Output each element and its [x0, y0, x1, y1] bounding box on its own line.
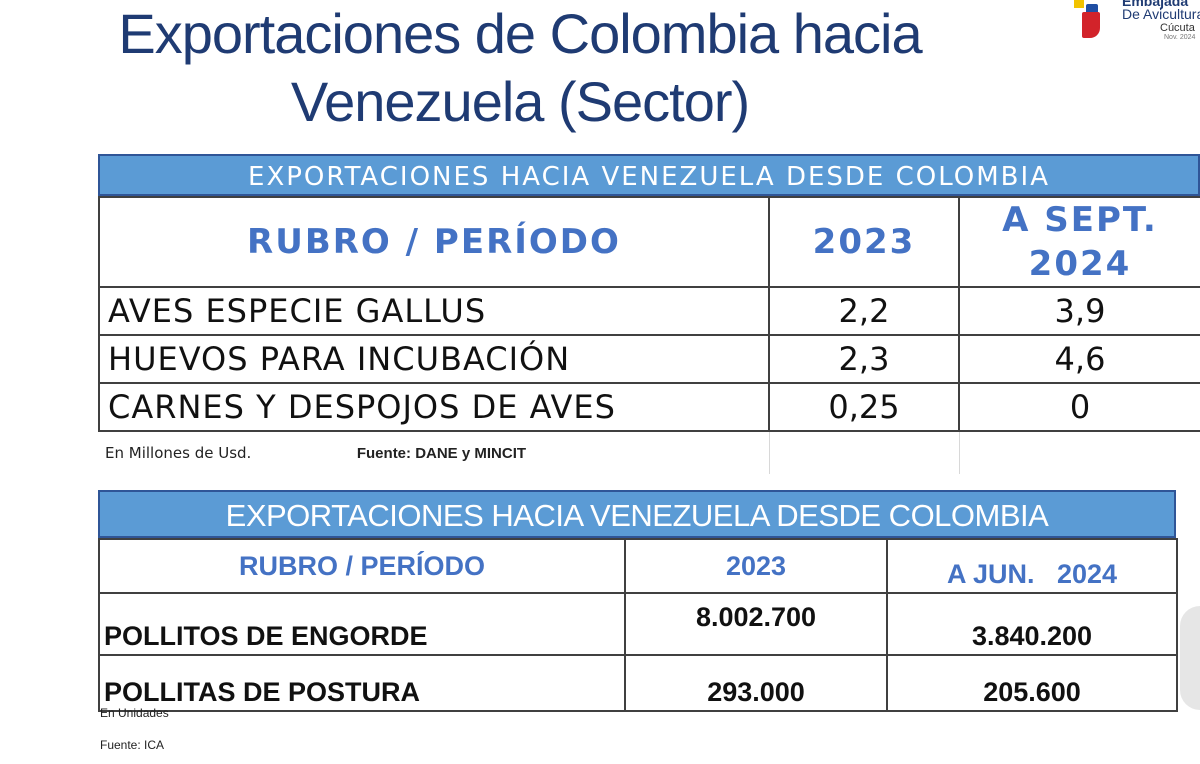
logo-mark-red [1082, 12, 1100, 38]
table2-header-row: RUBRO / PERÍODO 2023 A JUN. 2024 [98, 538, 1178, 594]
table1-notes-row: En Millones de Usd. Fuente: DANE y MINCI… [99, 431, 1200, 474]
row-value-2024: 0 [958, 382, 1200, 432]
page-title: Exportaciones de Colombia hacia Venezuel… [118, 2, 922, 133]
table1-header-row: RUBRO / PERÍODO 2023 A SEPT. 2024 [98, 196, 1200, 288]
logo-line1: Embajada [1122, 0, 1189, 9]
scroll-handle[interactable] [1180, 606, 1200, 710]
table2-header-2024: A JUN. 2024 [886, 538, 1178, 594]
table2-header-rubro: RUBRO / PERÍODO [98, 538, 626, 594]
exports-units-table: EXPORTACIONES HACIA VENEZUELA DESDE COLO… [98, 490, 1178, 712]
table-row: POLLITOS DE ENGORDE 8.002.700 3.840.200 [98, 592, 1178, 656]
table1-header-2023: 2023 [768, 196, 960, 288]
row-value-2024: 3.840.200 [886, 592, 1178, 656]
table2-source-note: Fuente: ICA [100, 738, 165, 752]
table1-header-rubro: RUBRO / PERÍODO [98, 196, 770, 288]
table2-grid: RUBRO / PERÍODO 2023 A JUN. 2024 POLLITO… [98, 538, 1178, 712]
table-row: HUEVOS PARA INCUBACIÓN 2,3 4,6 [98, 334, 1200, 384]
row-label: AVES ESPECIE GALLUS [98, 286, 770, 336]
exports-usd-table: EXPORTACIONES HACIA VENEZUELA DESDE COLO… [98, 154, 1200, 474]
row-value-2024: 4,6 [958, 334, 1200, 384]
table1-grid: RUBRO / PERÍODO 2023 A SEPT. 2024 AVES E… [98, 196, 1200, 474]
table-row: POLLITAS DE POSTURA 293.000 205.600 [98, 654, 1178, 712]
table2-unit-note: En Unidades [100, 706, 169, 720]
table1-source-note: Fuente: DANE y MINCIT [356, 445, 527, 462]
table1-unit-note: En Millones de Usd. [105, 444, 252, 462]
logo-line3: Cúcuta [1160, 22, 1195, 34]
row-value-2024: 3,9 [958, 286, 1200, 336]
table2-header-2023: 2023 [624, 538, 888, 594]
brand-logo: Embajada De Avicultura Cúcuta Nov. 2024 [1068, 0, 1200, 44]
row-value-2023: 2,3 [768, 334, 960, 384]
row-value-2023: 8.002.700 [624, 592, 888, 656]
row-value-2024: 205.600 [886, 654, 1178, 712]
row-value-2023: 2,2 [768, 286, 960, 336]
logo-mark-yellow [1074, 0, 1084, 8]
row-label: POLLITOS DE ENGORDE [98, 592, 626, 656]
logo-line2: De Avicultura [1122, 6, 1200, 22]
row-label: CARNES Y DESPOJOS DE AVES [98, 382, 770, 432]
row-label: HUEVOS PARA INCUBACIÓN [98, 334, 770, 384]
row-label: POLLITAS DE POSTURA [98, 654, 626, 712]
table-row: CARNES Y DESPOJOS DE AVES 0,25 0 [98, 382, 1200, 432]
row-value-2023: 0,25 [768, 382, 960, 432]
row-value-2023: 293.000 [624, 654, 888, 712]
table-row: AVES ESPECIE GALLUS 2,2 3,9 [98, 286, 1200, 336]
table2-band-title: EXPORTACIONES HACIA VENEZUELA DESDE COLO… [98, 490, 1176, 538]
table1-header-2024: A SEPT. 2024 [958, 196, 1200, 288]
logo-line4: Nov. 2024 [1164, 34, 1196, 41]
table1-band-title: EXPORTACIONES HACIA VENEZUELA DESDE COLO… [98, 154, 1200, 196]
